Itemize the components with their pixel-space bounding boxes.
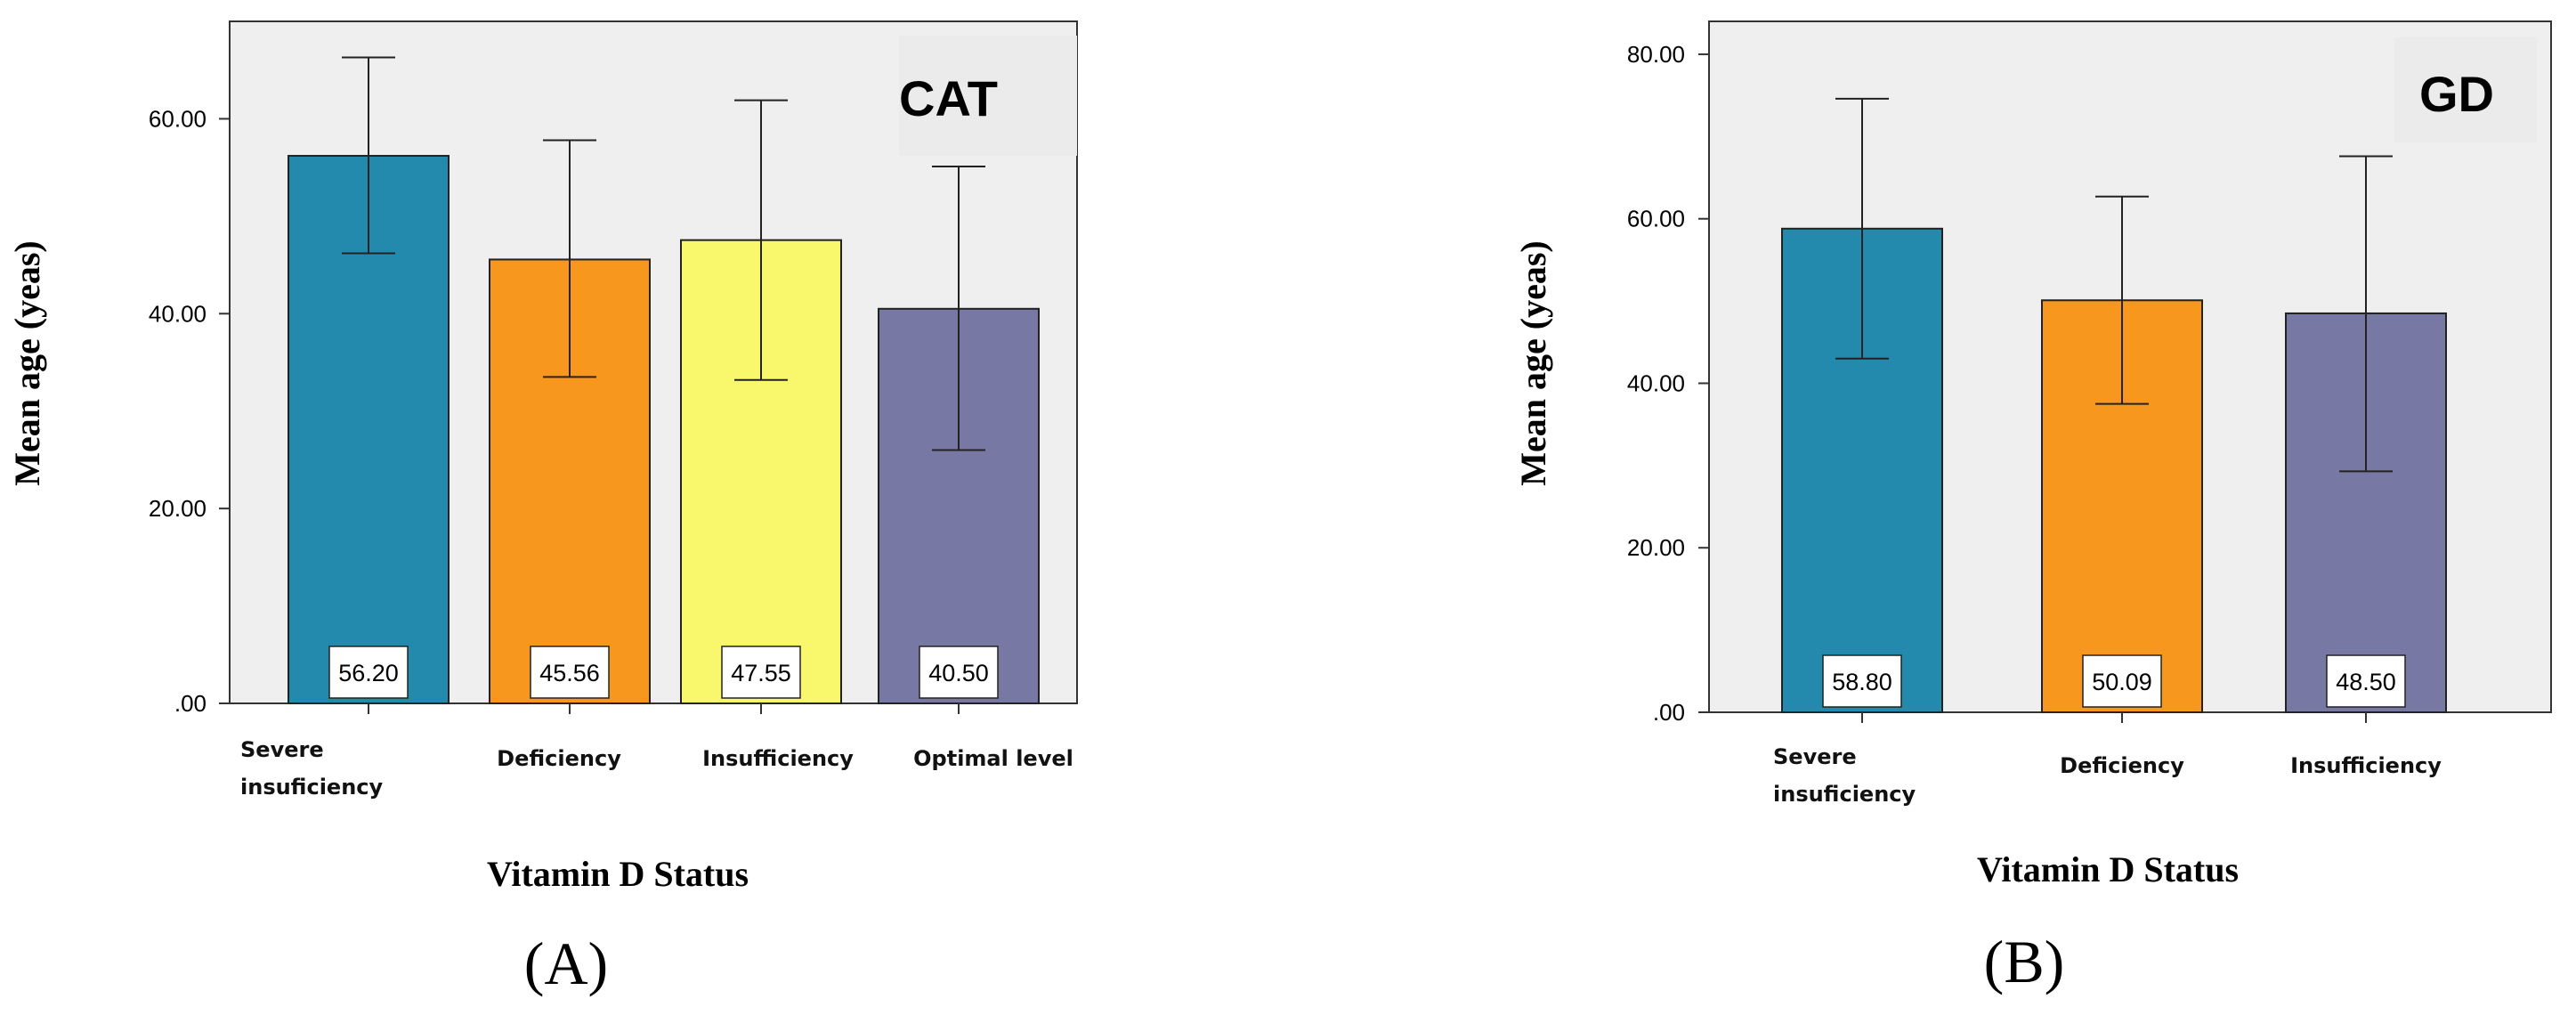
title-box [2394, 37, 2537, 142]
data-label-box [2082, 654, 2162, 708]
y-tick-label: .00 [1653, 699, 1685, 726]
category-label: Insufficiency [702, 746, 854, 771]
category-label: Optimal level [913, 746, 1073, 771]
y-axis-label: Mean age (yeas) [1513, 240, 1553, 485]
y-tick-label: 80.00 [1627, 41, 1685, 68]
data-label-box [2326, 654, 2406, 708]
y-tick-label: 60.00 [1627, 206, 1685, 232]
x-axis-label: Vitamin D Status [1977, 849, 2239, 889]
title-box [899, 36, 1077, 156]
data-label-box [328, 646, 409, 699]
y-tick-label: 60.00 [149, 105, 207, 132]
data-label-box [919, 646, 999, 699]
category-label: Deficiency [497, 746, 621, 771]
data-label: 40.50 [928, 660, 989, 686]
chart-title: GD [2419, 66, 2494, 122]
y-tick-label: 20.00 [149, 495, 207, 522]
y-tick-label: 40.00 [1627, 369, 1685, 396]
y-axis-label: Mean age (yeas) [7, 240, 47, 485]
category-label: Severe [240, 737, 324, 762]
data-label-box [721, 646, 801, 699]
data-label: 58.80 [1832, 669, 1892, 695]
data-label: 47.55 [731, 660, 791, 686]
category-label: Severe [1773, 744, 1857, 769]
data-label: 56.20 [338, 660, 399, 686]
data-label-box [1822, 654, 1902, 708]
category-label: Insufficiency [2290, 753, 2442, 778]
plot-frame [229, 20, 1078, 704]
y-tick-label: 40.00 [149, 300, 207, 327]
panel-label: (A) [524, 930, 608, 997]
data-label-box [530, 646, 610, 699]
category-label: Deficiency [2060, 753, 2184, 778]
panel-label: (B) [1984, 928, 2065, 995]
data-label: 45.56 [539, 660, 600, 686]
y-tick-label: .00 [174, 690, 207, 717]
category-label: insuficiency [240, 775, 384, 800]
y-tick-label: 20.00 [1627, 534, 1685, 561]
data-label: 48.50 [2336, 669, 2396, 695]
x-axis-label: Vitamin D Status [487, 854, 749, 894]
chart-title: CAT [899, 70, 998, 126]
chart-panel-a: CAT .00 20.00 40.00 60.00 56.20 Severe insufici… [7, 20, 1078, 997]
data-label: 50.09 [2092, 669, 2152, 695]
chart-panel-b: GD .00 20.00 40.00 60.00 80.00 58.80 Severe insu… [1513, 20, 2552, 995]
category-label: insuficiency [1773, 782, 1916, 807]
